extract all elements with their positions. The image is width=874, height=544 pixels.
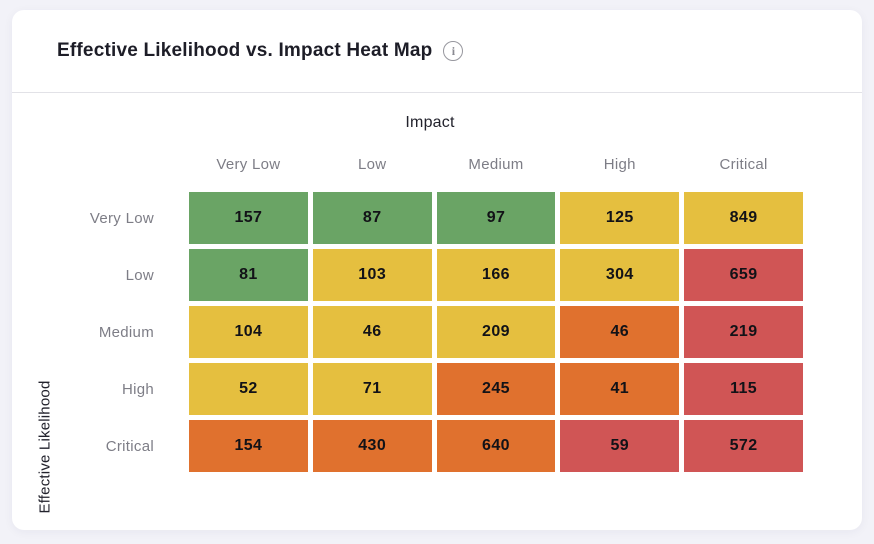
row-label: Medium [98, 323, 154, 341]
y-axis-title: Effective Likelihood [36, 380, 54, 514]
heatmap-cell[interactable]: 97 [436, 192, 556, 244]
heatmap-cell[interactable]: 103 [312, 249, 432, 301]
column-header-row: Very Low Low Medium High Critical [24, 156, 862, 173]
heatmap-card: Effective Likelihood vs. Impact Heat Map… [12, 10, 862, 530]
heatmap-cell[interactable]: 572 [684, 420, 803, 472]
row-label: Low [125, 266, 154, 284]
heatmap-chart: Impact Effective Likelihood Very Low Low M… [12, 114, 862, 513]
heatmap-cell[interactable]: 81 [189, 249, 308, 301]
column-header: Low [357, 156, 387, 173]
info-icon[interactable]: i [443, 41, 464, 61]
heatmap-cell[interactable]: 304 [560, 249, 680, 301]
heatmap-cell[interactable]: 125 [560, 192, 680, 244]
heatmap-cell[interactable]: 115 [684, 363, 803, 415]
column-header: High [603, 156, 636, 173]
heatmap-cell[interactable]: 245 [436, 363, 556, 415]
heatmap-cell[interactable]: 659 [684, 249, 803, 301]
card-header: Effective Likelihood vs. Impact Heat Map… [12, 10, 862, 93]
heatmap-cell[interactable]: 640 [436, 420, 556, 472]
page-title: Effective Likelihood vs. Impact Heat Map [57, 40, 433, 61]
heatmap-cell[interactable]: 46 [312, 306, 432, 358]
heatmap-cell[interactable]: 46 [560, 306, 680, 358]
heatmap-grid: Very Low 157 87 97 125 849 Low 81 103 166 304 659 Me… [24, 192, 862, 472]
row-label: Very Low [89, 209, 154, 227]
column-header: Critical [719, 156, 768, 173]
heatmap-cell[interactable]: 209 [436, 306, 556, 358]
heatmap-cell[interactable]: 166 [436, 249, 556, 301]
x-axis-title: Impact [405, 114, 455, 131]
heatmap-cell[interactable]: 219 [684, 306, 803, 358]
heatmap-cell[interactable]: 849 [684, 192, 803, 244]
heatmap-cell[interactable]: 104 [189, 306, 308, 358]
heatmap-cell[interactable]: 71 [312, 363, 432, 415]
column-header: Very Low [216, 156, 281, 173]
row-label: Critical [105, 437, 154, 455]
heatmap-cell[interactable]: 59 [560, 420, 680, 472]
heatmap-cell[interactable]: 157 [189, 192, 308, 244]
column-header: Medium [468, 156, 524, 173]
heatmap-cell[interactable]: 154 [189, 420, 308, 472]
heatmap-cell[interactable]: 41 [560, 363, 680, 415]
heatmap-cell[interactable]: 52 [189, 363, 308, 415]
row-label: High [121, 380, 154, 398]
heatmap-cell[interactable]: 87 [312, 192, 432, 244]
heatmap-cell[interactable]: 430 [312, 420, 432, 472]
